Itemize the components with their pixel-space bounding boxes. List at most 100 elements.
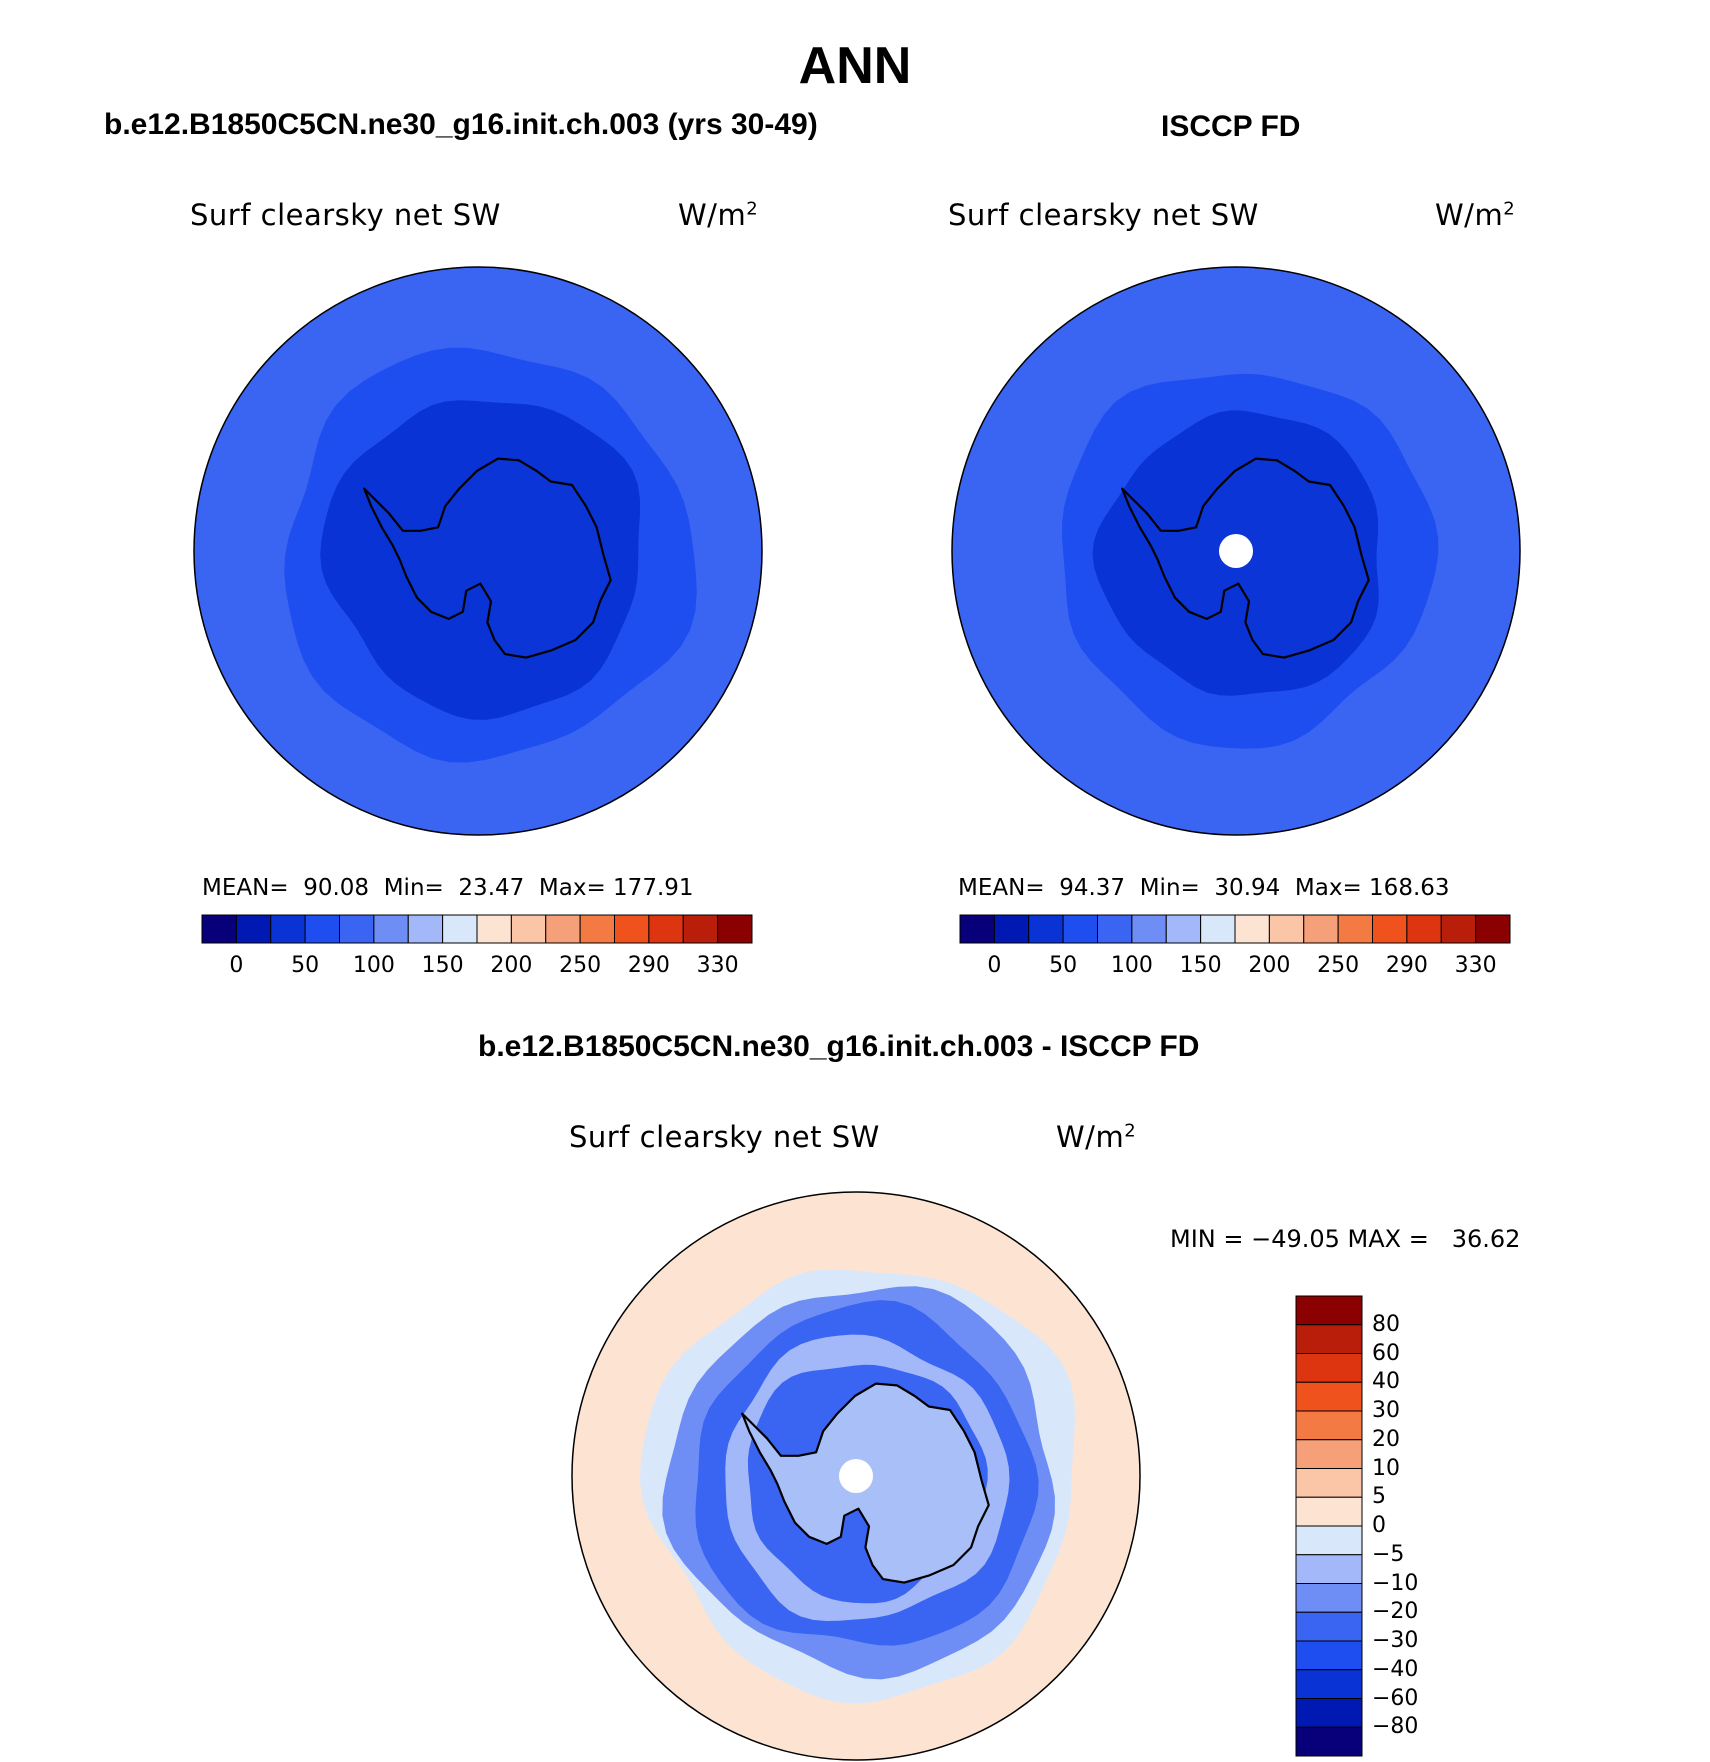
model-colorbar-cell — [407, 914, 444, 944]
colorbar-tick-label: 200 — [490, 953, 533, 978]
diff-colorbar-cell — [1295, 1295, 1363, 1326]
diff-units-label: W/m2 — [1056, 1120, 1137, 1154]
diff-colorbar-cell — [1295, 1324, 1363, 1354]
figure-title: ANN — [798, 37, 912, 95]
colorbar-tick-label: 50 — [1049, 953, 1078, 978]
obs-units-label: W/m2 — [1435, 198, 1516, 232]
model-colorbar-cell — [270, 914, 306, 944]
obs-field — [952, 267, 1520, 835]
obs-colorbar-cell — [1268, 914, 1305, 944]
diff-colorbar-cell — [1295, 1496, 1363, 1527]
model-colorbar-cell — [510, 914, 547, 944]
model-antarctica-coastline — [363, 457, 612, 659]
model-stats: MEAN= 90.08 Min= 23.47 Max= 177.91 — [202, 875, 694, 901]
model-map-border — [193, 266, 763, 836]
diff-colorbar-cell — [1295, 1410, 1363, 1441]
model-colorbar-cell — [235, 914, 272, 944]
colorbar-tick-label: 250 — [1317, 953, 1360, 978]
model-colorbar-cell — [614, 914, 650, 944]
model-colorbar-cell — [717, 914, 753, 944]
model-colorbar-cell — [304, 914, 340, 944]
obs-colorbar-cell — [1165, 914, 1202, 944]
obs-missing-pole — [1218, 533, 1254, 569]
colorbar-tick-label: 290 — [627, 953, 670, 978]
colorbar-tick-label: 100 — [352, 953, 395, 978]
colorbar-tick-label: 330 — [696, 953, 739, 978]
model-field — [194, 267, 762, 835]
diff-panel-title: b.e12.B1850C5CN.ne30_g16.init.ch.003 - I… — [478, 1030, 1200, 1063]
model-colorbar-cell — [442, 914, 478, 944]
diff-colorbar-tick-label: −80 — [1372, 1714, 1419, 1740]
obs-colorbar-cell — [1200, 914, 1236, 944]
obs-colorbar-cell — [959, 914, 995, 944]
diff-colorbar-tick-label: −40 — [1372, 1656, 1419, 1682]
diff-colorbar-tick-label: 80 — [1372, 1311, 1400, 1337]
model-colorbar-cell — [373, 914, 409, 944]
obs-colorbar-cell — [1131, 914, 1167, 944]
diff-colorbar-tick-label: 0 — [1372, 1513, 1386, 1538]
diff-colorbar-cell — [1295, 1583, 1363, 1613]
diff-colorbar-tick-label: −60 — [1372, 1685, 1419, 1711]
obs-colorbar-cell — [1028, 914, 1064, 944]
colorbar-tick-label: 150 — [1179, 953, 1222, 978]
obs-colorbar-cell — [1097, 914, 1133, 944]
obs-colorbar-cell — [1234, 914, 1270, 944]
obs-variable-label: Surf clearsky net SW — [948, 198, 1259, 232]
obs-map-border — [951, 266, 1521, 836]
obs-colorbar-cell — [1337, 914, 1373, 944]
obs-colorbar-cell — [1475, 914, 1511, 944]
model-colorbar-cell — [476, 914, 512, 944]
diff-minmax: MIN = −49.05 MAX = 36.62 — [1170, 1225, 1521, 1253]
colorbar-tick-label: 100 — [1110, 953, 1153, 978]
obs-stats: MEAN= 94.37 Min= 30.94 Max= 168.63 — [958, 875, 1450, 901]
diff-map-border — [571, 1191, 1141, 1761]
diff-colorbar-tick-label: 60 — [1372, 1340, 1400, 1366]
colorbar-tick-label: 0 — [987, 953, 1002, 978]
diff-colorbar-tick-label: −10 — [1372, 1570, 1419, 1596]
obs-colorbar-cell — [1372, 914, 1408, 944]
diff-colorbar-cell — [1295, 1669, 1363, 1699]
diff-colorbar-tick-label: −20 — [1372, 1599, 1419, 1625]
colorbar-tick-label: 0 — [229, 953, 244, 978]
obs-colorbar-cell — [993, 914, 1030, 944]
diff-colorbar-cell — [1295, 1698, 1363, 1728]
diff-colorbar-cell — [1295, 1640, 1363, 1671]
diff-colorbar-cell — [1295, 1611, 1363, 1642]
diff-colorbar-tick-label: −30 — [1372, 1628, 1419, 1653]
obs-colorbar-cell — [1440, 914, 1477, 944]
diff-variable-label: Surf clearsky net SW — [569, 1120, 880, 1154]
obs-colorbar-cell — [1303, 914, 1339, 944]
model-colorbar-cell — [201, 914, 237, 944]
model-colorbar-cell — [339, 914, 375, 944]
diff-colorbar-cell — [1295, 1726, 1363, 1757]
diff-colorbar-cell — [1295, 1381, 1363, 1412]
diff-colorbar-tick-label: 5 — [1372, 1484, 1386, 1510]
model-colorbar-cell — [682, 914, 719, 944]
model-variable-label: Surf clearsky net SW — [190, 198, 501, 232]
diff-colorbar-tick-label: −5 — [1372, 1541, 1405, 1567]
model-colorbar-cell — [648, 914, 684, 944]
colorbar-tick-label: 50 — [291, 953, 320, 978]
diff-colorbar-tick-label: 20 — [1372, 1426, 1400, 1452]
diff-colorbar-tick-label: 40 — [1372, 1369, 1400, 1395]
obs-panel-title: ISCCP FD — [1161, 110, 1301, 143]
diff-colorbar-cell — [1295, 1439, 1363, 1469]
model-units-label: W/m2 — [678, 198, 759, 232]
diff-field — [572, 1192, 1140, 1760]
colorbar-tick-label: 250 — [559, 953, 602, 978]
colorbar-tick-label: 150 — [421, 953, 464, 978]
diff-colorbar-cell — [1295, 1554, 1363, 1584]
diff-missing-pole — [838, 1458, 874, 1494]
diff-colorbar-tick-label: 10 — [1372, 1455, 1400, 1481]
model-colorbar-cell — [579, 914, 615, 944]
colorbar-tick-label: 290 — [1385, 953, 1428, 978]
diff-colorbar-cell — [1295, 1468, 1363, 1498]
diff-colorbar-cell — [1295, 1525, 1363, 1556]
colorbar-tick-label: 330 — [1454, 953, 1497, 978]
model-panel-title: b.e12.B1850C5CN.ne30_g16.init.ch.003 (yr… — [104, 108, 818, 141]
obs-colorbar-cell — [1406, 914, 1442, 944]
colorbar-tick-label: 200 — [1248, 953, 1291, 978]
model-colorbar-cell — [545, 914, 581, 944]
diff-colorbar-tick-label: 30 — [1372, 1398, 1400, 1423]
